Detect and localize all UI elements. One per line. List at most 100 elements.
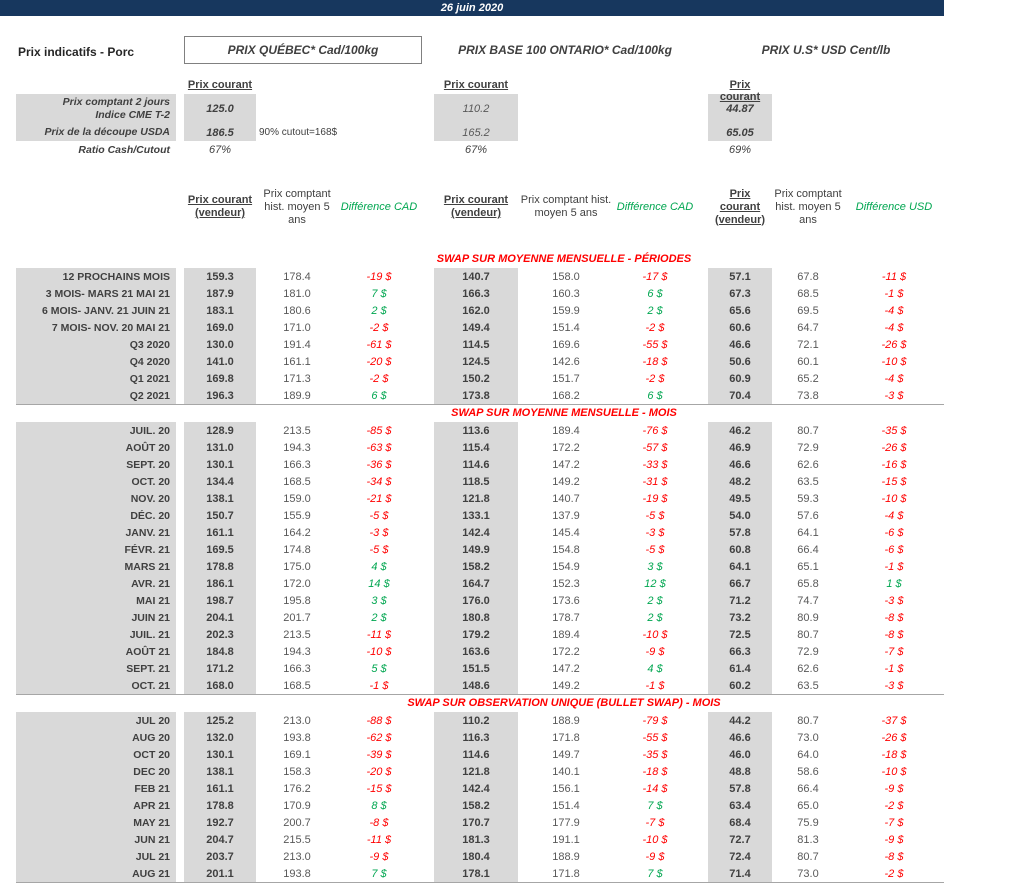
us-prix-courant: 44.2 bbox=[708, 712, 772, 729]
us-hist: 65.8 bbox=[797, 577, 819, 590]
table-row: OCT. 20 134.4 168.5 -34 $ 118.5 149.2 -31 $ 48.… bbox=[16, 473, 944, 490]
qc-diff-header: Différence CAD bbox=[340, 200, 418, 213]
on-prix-courant: 179.2 bbox=[434, 626, 518, 643]
row-label: SEPT. 21 bbox=[16, 660, 176, 677]
us-diff: -6 $ bbox=[884, 543, 904, 556]
us-hist: 75.9 bbox=[797, 816, 819, 829]
on-diff: -7 $ bbox=[645, 816, 665, 829]
us-prix-courant: 71.2 bbox=[708, 592, 772, 609]
qc-diff: -11 $ bbox=[366, 833, 392, 846]
table-row: Q4 2020 141.0 161.1 -20 $ 124.5 142.6 -18 $ 50.… bbox=[16, 353, 944, 370]
row-label: Q4 2020 bbox=[16, 353, 176, 370]
us-prix-courant: 48.8 bbox=[708, 763, 772, 780]
qc-hist: 169.1 bbox=[283, 748, 311, 761]
us-prix-courant: 66.3 bbox=[708, 643, 772, 660]
us-diff: -6 $ bbox=[884, 526, 904, 539]
on-diff: -3 $ bbox=[645, 526, 665, 539]
table-row: Q2 2021 196.3 189.9 6 $ 173.8 168.2 6 $ 70.4 73.… bbox=[16, 387, 944, 404]
qc-hist: 155.9 bbox=[283, 509, 311, 522]
qc-prix-courant: 198.7 bbox=[184, 592, 256, 609]
on-hist: 160.3 bbox=[552, 287, 580, 300]
qc-prix-courant: 150.7 bbox=[184, 507, 256, 524]
on-diff: -55 $ bbox=[642, 338, 668, 351]
us-prix-courant: 63.4 bbox=[708, 797, 772, 814]
on-prix-courant: 173.8 bbox=[434, 387, 518, 404]
on-prix-courant: 121.8 bbox=[434, 490, 518, 507]
on-diff: 6 $ bbox=[647, 389, 663, 402]
qc-hist: 213.5 bbox=[283, 424, 311, 437]
table-row: MAY 21 192.7 200.7 -8 $ 170.7 177.9 -7 $ 68.4 75… bbox=[16, 814, 944, 831]
row-label: MARS 21 bbox=[16, 558, 176, 575]
qc-hist: 158.3 bbox=[283, 765, 311, 778]
table-row: Q1 2021 169.8 171.3 -2 $ 150.2 151.7 -2 $ 60.9 6… bbox=[16, 370, 944, 387]
us-hist: 80.7 bbox=[797, 714, 819, 727]
qc-hist: 213.0 bbox=[283, 714, 311, 727]
qc-prix-courant: 159.3 bbox=[184, 268, 256, 285]
on-prix-courant: 118.5 bbox=[434, 473, 518, 490]
us-prix-courant: 60.9 bbox=[708, 370, 772, 387]
qc-prix-courant: 131.0 bbox=[184, 439, 256, 456]
on-hist: 149.7 bbox=[552, 748, 580, 761]
row-label: FEB 21 bbox=[16, 780, 176, 797]
on-spot-value: 110.2 bbox=[434, 94, 518, 124]
qc-hist: 180.6 bbox=[283, 304, 311, 317]
row-label: 3 MOIS- MARS 21 MAI 21 bbox=[16, 285, 176, 302]
us-diff: -4 $ bbox=[884, 372, 904, 385]
table-row: AOÛT 21 184.8 194.3 -10 $ 163.6 172.2 -9 $ 66.3… bbox=[16, 643, 944, 660]
on-diff: -18 $ bbox=[642, 765, 668, 778]
us-prix-courant: 65.6 bbox=[708, 302, 772, 319]
table-row: 12 PROCHAINS MOIS 159.3 178.4 -19 $ 140.7 158… bbox=[16, 268, 944, 285]
table-row: AUG 20 132.0 193.8 -62 $ 116.3 171.8 -55 $ 46.6… bbox=[16, 729, 944, 746]
us-hist: 62.6 bbox=[797, 662, 819, 675]
us-prix-courant-label: Prix courant bbox=[719, 79, 761, 103]
us-hist: 73.0 bbox=[797, 867, 819, 880]
qc-hist: 181.0 bbox=[283, 287, 311, 300]
row-label: Q2 2021 bbox=[16, 387, 176, 404]
swap-tables: SWAP SUR MOYENNE MENSUELLE - PÉRIODES 12 … bbox=[16, 251, 944, 883]
on-diff: 6 $ bbox=[647, 287, 663, 300]
on-diff: -79 $ bbox=[642, 714, 668, 727]
us-prix-courant: 49.5 bbox=[708, 490, 772, 507]
on-prix-courant: 142.4 bbox=[434, 780, 518, 797]
qc-diff: -3 $ bbox=[369, 526, 389, 539]
row-label: MAI 21 bbox=[16, 592, 176, 609]
us-prix-courant: 50.6 bbox=[708, 353, 772, 370]
qc-diff: -88 $ bbox=[366, 714, 392, 727]
us-prix-courant: 60.8 bbox=[708, 541, 772, 558]
us-hist: 72.1 bbox=[797, 338, 819, 351]
us-diff: -26 $ bbox=[881, 441, 907, 454]
on-diff: -9 $ bbox=[645, 850, 665, 863]
on-cutout-value: 165.2 bbox=[434, 124, 518, 141]
us-diff: -10 $ bbox=[881, 355, 907, 368]
us-prix-courant: 72.4 bbox=[708, 848, 772, 865]
qc-hist: 195.8 bbox=[283, 594, 311, 607]
us-prix-courant: 61.4 bbox=[708, 660, 772, 677]
on-prix-courant: 162.0 bbox=[434, 302, 518, 319]
qc-prix-courant: 161.1 bbox=[184, 780, 256, 797]
us-prix-courant: 46.6 bbox=[708, 336, 772, 353]
on-hist: 151.4 bbox=[552, 321, 580, 334]
qc-prix-courant: 168.0 bbox=[184, 677, 256, 694]
us-diff: -8 $ bbox=[884, 628, 904, 641]
qc-prix-courant: 204.1 bbox=[184, 609, 256, 626]
on-hist: 171.8 bbox=[552, 867, 580, 880]
qc-diff: -2 $ bbox=[369, 372, 389, 385]
qc-diff: -15 $ bbox=[366, 782, 392, 795]
us-diff: -1 $ bbox=[884, 287, 904, 300]
on-prix-courant: 180.8 bbox=[434, 609, 518, 626]
spacer bbox=[614, 94, 696, 124]
qc-diff: -1 $ bbox=[369, 679, 389, 692]
table-row: MARS 21 178.8 175.0 4 $ 158.2 154.9 3 $ 64.1 65.… bbox=[16, 558, 944, 575]
qc-hist: 178.4 bbox=[283, 270, 311, 283]
on-diff: -5 $ bbox=[645, 509, 665, 522]
qc-prix-courant: 183.1 bbox=[184, 302, 256, 319]
on-prix-courant: 149.9 bbox=[434, 541, 518, 558]
on-hist: 178.7 bbox=[552, 611, 580, 624]
on-diff: -10 $ bbox=[642, 628, 668, 641]
spacer bbox=[338, 141, 420, 158]
qc-hist: 159.0 bbox=[283, 492, 311, 505]
report: Prix indicatifs - Porc PRIX QUÉBEC* Cad/… bbox=[0, 36, 944, 883]
qc-diff: 5 $ bbox=[371, 662, 387, 675]
on-diff: 2 $ bbox=[647, 594, 663, 607]
on-hist: 154.9 bbox=[552, 560, 580, 573]
